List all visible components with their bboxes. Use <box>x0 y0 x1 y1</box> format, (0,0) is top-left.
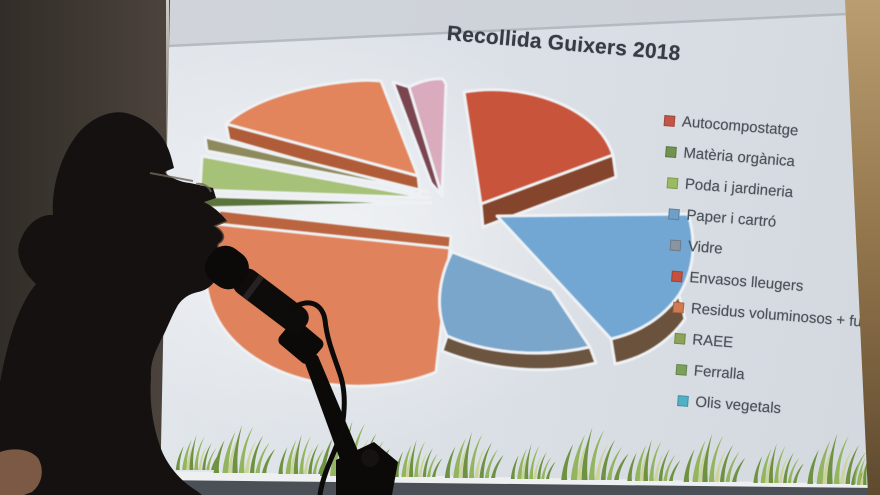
pie-slice-bigblue-rim <box>609 293 687 366</box>
mic-cable <box>281 300 347 495</box>
mic-stand-base <box>336 442 398 495</box>
speaker-hand <box>0 449 42 495</box>
pie-slice-orange-rim <box>224 122 422 196</box>
pie-slice-red <box>462 88 615 206</box>
pie-slice-pink <box>407 77 448 198</box>
mic-stand <box>298 344 366 476</box>
table-edge <box>150 480 880 495</box>
pie-slice-smallblue-rim <box>440 334 598 372</box>
pie-slice-lightgreen-sliver <box>198 154 432 200</box>
screen-left-edge <box>166 0 169 200</box>
pie-slice-orange <box>224 78 420 178</box>
pie-slice-olive-sliver <box>203 135 430 194</box>
glasses-icon <box>149 172 212 193</box>
microphone-ring <box>242 274 265 301</box>
speaker-silhouette <box>0 112 227 495</box>
microphone-windscreen <box>204 245 249 290</box>
mic-stand-knob <box>361 449 379 467</box>
pie-slice-red-rim <box>479 153 618 229</box>
